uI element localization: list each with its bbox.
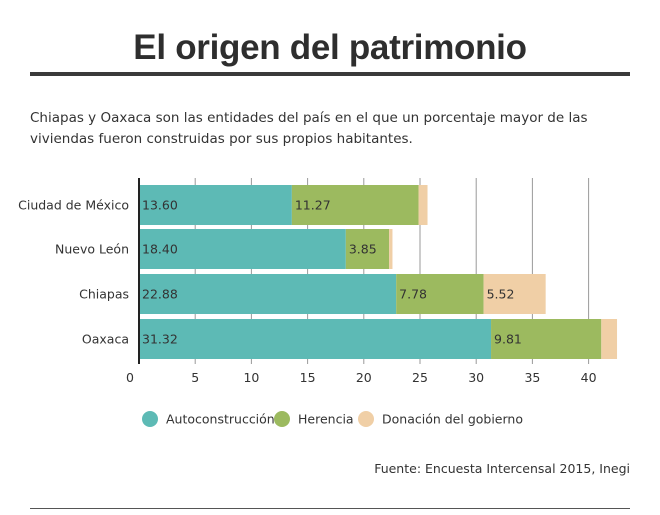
bar-segment xyxy=(139,274,397,314)
bar-segment xyxy=(396,274,484,314)
legend-swatch xyxy=(142,411,158,427)
x-tick-label: 5 xyxy=(191,370,199,385)
bar-segment xyxy=(491,319,602,359)
x-tick-label: 25 xyxy=(412,370,428,385)
x-tick-label: 20 xyxy=(356,370,372,385)
x-tick-label: 0 xyxy=(126,370,134,385)
x-tick-label: 35 xyxy=(524,370,540,385)
bar-segment xyxy=(139,229,346,269)
legend-label: Donación del gobierno xyxy=(382,412,523,427)
data-label: 7.78 xyxy=(399,287,427,302)
data-label: 3.85 xyxy=(349,242,377,257)
bar-segment xyxy=(601,319,618,359)
data-label: 9.81 xyxy=(494,332,522,347)
y-category-label: Oaxaca xyxy=(82,332,129,347)
y-category-label: Chiapas xyxy=(79,287,129,302)
data-label: 18.40 xyxy=(142,242,178,257)
y-category-label: Ciudad de México xyxy=(18,198,129,213)
legend-label: Herencia xyxy=(298,412,354,427)
x-tick-label: 40 xyxy=(581,370,597,385)
bar-segment xyxy=(291,185,419,225)
data-label: 11.27 xyxy=(295,198,331,213)
x-tick-label: 30 xyxy=(468,370,484,385)
stacked-bar-chart: 0 5 10 15 20 25 30 35 40 Ciudad de México 13.60 11.… xyxy=(18,178,618,427)
data-label: 5.52 xyxy=(487,287,515,302)
source-note: Fuente: Encuesta Intercensal 2015, Inegi xyxy=(374,461,630,476)
legend-swatch xyxy=(358,411,374,427)
legend-label: Autoconstrucción xyxy=(166,412,275,427)
bottom-divider xyxy=(30,508,630,509)
x-tick-label: 10 xyxy=(243,370,259,385)
bar-segment xyxy=(418,185,428,225)
chart-title: El origen del patrimonio xyxy=(133,28,527,67)
bar-segment xyxy=(139,319,492,359)
bar-segment xyxy=(389,229,393,269)
bar-segment xyxy=(483,274,546,314)
x-tick-label: 15 xyxy=(300,370,316,385)
data-label: 13.60 xyxy=(142,198,178,213)
bar-segment xyxy=(345,229,390,269)
data-label: 22.88 xyxy=(142,287,178,302)
bar-segment xyxy=(139,185,292,225)
legend-swatch xyxy=(274,411,290,427)
chart-subtitle: Chiapas y Oaxaca son las entidades del p… xyxy=(30,110,588,147)
data-label: 31.32 xyxy=(142,332,178,347)
y-category-label: Nuevo León xyxy=(55,242,129,257)
title-divider xyxy=(30,72,630,76)
